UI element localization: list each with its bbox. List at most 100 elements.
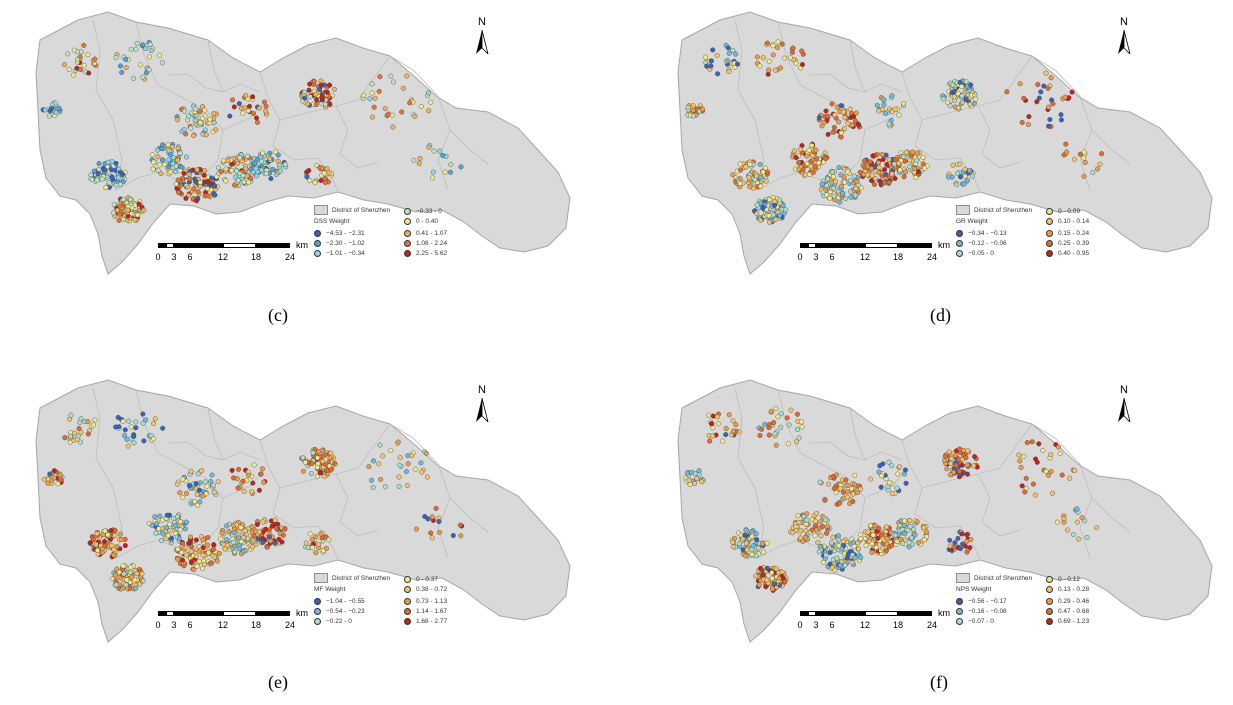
sample-point [152, 514, 158, 520]
sample-point [382, 484, 388, 490]
sample-point [743, 553, 749, 559]
sample-point [241, 548, 247, 554]
sample-point [377, 74, 383, 80]
sample-point [205, 179, 211, 185]
sample-point [382, 106, 388, 112]
sample-point [75, 57, 81, 63]
sample-point [959, 83, 965, 89]
sample-point [1016, 452, 1022, 458]
sample-point [821, 119, 827, 125]
sample-point [307, 531, 313, 537]
sample-point [842, 179, 848, 185]
sample-point [831, 193, 837, 199]
sample-point [249, 544, 255, 550]
district-label: District of Shenzhen [974, 574, 1033, 582]
district-boundary [1079, 129, 1093, 191]
sample-point [211, 489, 217, 495]
sample-point [96, 166, 102, 172]
legend-dot [404, 576, 411, 583]
sample-point [1029, 439, 1035, 445]
sample-point [90, 422, 96, 428]
sample-point [972, 92, 978, 98]
sample-point [280, 532, 286, 538]
sample-point [839, 546, 845, 552]
sample-point [164, 512, 170, 518]
sample-point [127, 569, 133, 575]
sample-point [400, 85, 406, 91]
sample-point [747, 184, 753, 190]
sample-point [773, 442, 779, 448]
sample-point [157, 513, 163, 519]
sample-point [827, 195, 833, 201]
sample-point [829, 564, 835, 570]
shenzhen-map [677, 11, 1213, 275]
sample-point [757, 63, 763, 69]
sample-point [140, 74, 146, 80]
sample-point [699, 479, 705, 485]
sample-point [788, 407, 794, 413]
sample-point [903, 537, 909, 543]
legend-class-3: −0.07 - 0 [956, 618, 994, 625]
sample-point [946, 174, 952, 180]
sample-point [183, 490, 189, 496]
sample-point [158, 538, 164, 544]
legend-class-8: 0.40 - 0.95 [1046, 250, 1089, 257]
sample-point [399, 109, 405, 115]
sample-point [756, 582, 762, 588]
sample-point [231, 104, 237, 110]
sample-point [113, 572, 119, 578]
legend-range: 1.08 - 2.24 [416, 240, 448, 247]
sample-point [371, 458, 377, 464]
sample-point [101, 543, 107, 549]
sample-point [836, 119, 842, 125]
sample-point [317, 470, 323, 476]
district-boundary [977, 105, 1021, 169]
sample-point [314, 474, 320, 480]
sample-point [215, 479, 221, 485]
sample-point [730, 428, 736, 434]
sample-point [404, 482, 410, 488]
sample-point [310, 450, 316, 456]
legend-class-2: −0.16 - −0.08 [956, 608, 1007, 615]
legend-class-7: 1.08 - 2.24 [404, 240, 447, 247]
sample-point [880, 96, 886, 102]
sample-point [690, 113, 696, 119]
district-boundary [335, 473, 379, 537]
sample-point [111, 210, 117, 216]
legend-class-1: −4.53 - −2.31 [314, 230, 365, 237]
sample-point [458, 533, 464, 539]
legend-range: −0.33 - 0 [416, 208, 442, 215]
sample-point [1040, 447, 1046, 453]
sample-point [241, 535, 247, 541]
sample-point [174, 481, 180, 487]
legend-class-5: 0.10 - 0.14 [1046, 218, 1089, 225]
sample-point [752, 177, 758, 183]
sample-point [897, 167, 903, 173]
sample-point [730, 47, 736, 53]
sample-point [824, 192, 830, 198]
sample-point [124, 436, 130, 442]
sample-point [819, 523, 825, 529]
legend-class-5: 0.13 - 0.28 [1046, 586, 1089, 593]
sample-point [116, 585, 122, 591]
sample-point [236, 466, 242, 472]
sample-point [825, 176, 831, 182]
district-boundary [167, 73, 261, 93]
sample-point [1081, 173, 1087, 179]
sample-point [737, 180, 743, 186]
sample-point [327, 82, 333, 88]
sample-point [972, 100, 978, 106]
legend-class-5: 0.38 - 0.72 [404, 586, 447, 593]
scale-unit: km [296, 608, 308, 618]
sample-point [277, 168, 283, 174]
panel-label-f: (f) [930, 672, 948, 692]
sample-point [378, 476, 384, 482]
sample-point [812, 164, 818, 170]
sample-point [140, 578, 146, 584]
sample-point [725, 58, 731, 64]
sample-point [130, 75, 136, 81]
legend-range: 0.10 - 0.14 [1058, 218, 1090, 225]
sample-point [94, 547, 100, 553]
sample-point [948, 456, 954, 462]
sample-point [1050, 490, 1056, 496]
